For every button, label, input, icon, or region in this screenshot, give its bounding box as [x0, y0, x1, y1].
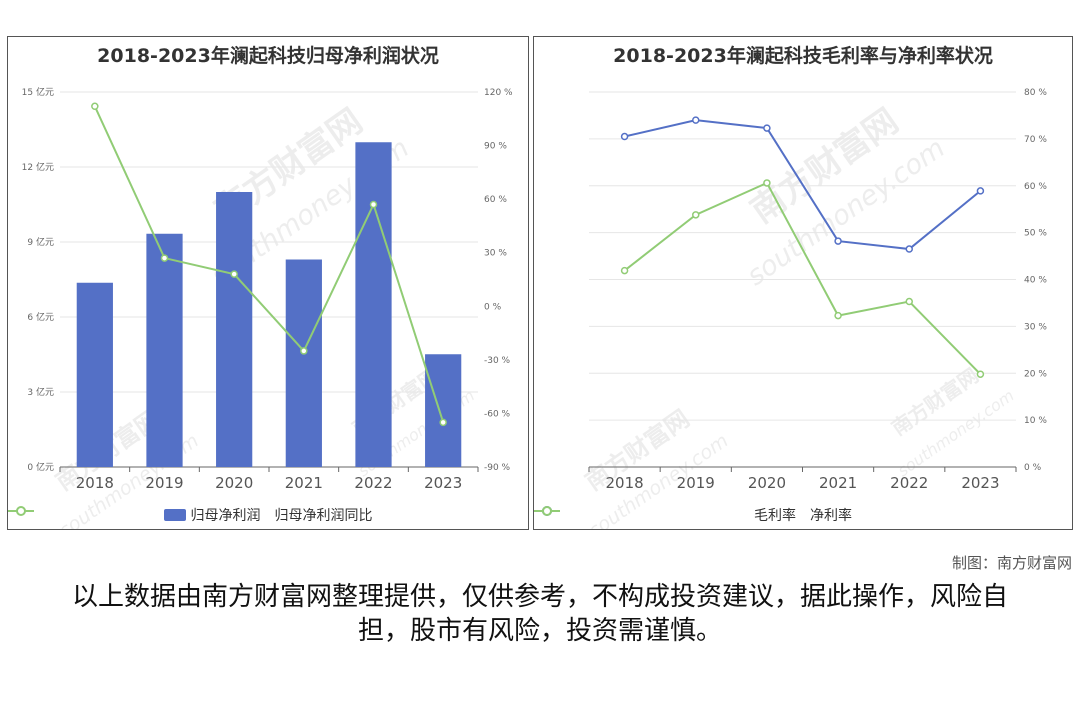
right-y-tick-label: 70 % — [1024, 135, 1047, 145]
chart-credit: 制图：南方财富网 — [951, 554, 1072, 572]
legend-item-net-profit[interactable]: 归母净利润 — [163, 505, 261, 525]
x-tick-label: 2021 — [285, 474, 323, 492]
right-y-tick-label: 30 % — [484, 249, 507, 259]
right-chart-panel: 南方财富网 southmoney.com 南方财富网 southmoney.com 南方… — [533, 36, 1073, 530]
point-gross-margin — [692, 116, 700, 124]
line-net-margin — [623, 181, 982, 375]
left-y-tick-label: 0 亿元 — [27, 461, 54, 473]
bar-net-profit — [285, 259, 322, 467]
legend-label-net-profit: 归母净利润 — [190, 508, 261, 524]
x-tick-label: 2018 — [605, 474, 643, 492]
point-net-profit-yoy — [439, 418, 447, 427]
bar-net-profit — [76, 282, 113, 467]
right-y-tick-label: 0 % — [484, 302, 502, 312]
right-y-tick-label: 60 % — [1024, 182, 1047, 192]
x-tick-label: 2023 — [961, 474, 999, 492]
legend-label-gross-margin: 毛利率 — [754, 508, 796, 524]
left-chart-panel: 南方财富网southmoney.com南方财富网southmoney.com南方… — [7, 36, 529, 530]
watermark: 南方财富网southmoney.com南方财富网southmoney.com南方… — [51, 101, 478, 529]
right-y-tick-label: 30 % — [1024, 322, 1047, 332]
right-y-tick-label: 20 % — [1024, 369, 1047, 379]
line-net-profit-yoy — [93, 105, 445, 423]
point-gross-margin — [620, 132, 629, 141]
legend-item-net-profit-yoy[interactable]: 归母净利润同比 — [8, 505, 373, 525]
x-tick-label: 2022 — [354, 474, 392, 492]
x-tick-label: 2023 — [424, 474, 462, 492]
x-tick-label: 2022 — [890, 474, 928, 492]
point-net-profit-yoy — [160, 254, 169, 262]
bar-net-profit — [355, 142, 392, 467]
point-net-margin — [692, 211, 700, 219]
legend-swatch-net-margin — [534, 506, 560, 516]
x-tick-label: 2018 — [76, 474, 114, 492]
x-tick-label: 2019 — [145, 474, 183, 492]
left-y-tick-label: 3 亿元 — [27, 386, 54, 398]
left-chart-title: 2018-2023年澜起科技归母净利润状况 — [97, 45, 439, 67]
point-gross-margin — [763, 124, 771, 132]
x-tick-label: 2021 — [819, 474, 857, 492]
right-chart-title: 2018-2023年澜起科技毛利率与净利率状况 — [613, 45, 993, 67]
point-net-profit-yoy — [369, 200, 378, 209]
right-y-tick-label: -30 % — [484, 356, 511, 366]
legend-swatch-net-profit-yoy — [8, 506, 34, 516]
right-y-tick-label: 120 % — [484, 88, 513, 98]
line-gross-margin — [624, 119, 982, 251]
legend-label-net-margin: 净利率 — [810, 508, 852, 524]
x-tick-label: 2020 — [215, 474, 253, 492]
right-y-tick-label: 0 % — [1024, 463, 1042, 473]
left-chart-legend: 归母净利润 归母净利润同比 — [8, 505, 528, 525]
point-net-margin — [905, 297, 913, 306]
legend-swatch-net-profit — [163, 509, 186, 521]
left-y-tick-label: 12 亿元 — [22, 161, 54, 173]
right-y-tick-label: 80 % — [1024, 88, 1047, 98]
right-y-tick-label: 90 % — [484, 142, 507, 152]
disclaimer-text: 以上数据由南方财富网整理提供，仅供参考，不构成投资建议，据此操作，风险自担，股市… — [71, 582, 1008, 646]
point-net-margin — [976, 370, 985, 378]
right-chart-svg: 南方财富网southmoney.com南方财富网southmoney.com南方… — [580, 88, 1047, 529]
left-y-tick-label: 15 亿元 — [22, 86, 54, 98]
left-chart-svg: 南方财富网southmoney.com南方财富网southmoney.com南方… — [22, 86, 513, 529]
watermark: 南方财富网southmoney.com南方财富网southmoney.com南方… — [580, 101, 1017, 529]
point-gross-margin — [834, 237, 842, 245]
point-gross-margin — [976, 187, 985, 195]
x-tick-label: 2019 — [677, 474, 715, 492]
right-y-tick-label: 10 % — [1024, 416, 1047, 426]
point-net-margin — [763, 179, 771, 187]
bar-net-profit — [216, 192, 253, 467]
right-y-tick-label: -60 % — [484, 409, 511, 419]
right-chart-legend: 毛利率 净利率 — [534, 505, 1072, 525]
legend-item-gross-margin[interactable]: 毛利率 — [534, 505, 796, 525]
point-net-profit-yoy — [230, 270, 238, 278]
right-y-tick-label: 60 % — [484, 195, 507, 205]
point-gross-margin — [905, 245, 913, 253]
left-y-tick-label: 6 亿元 — [27, 311, 54, 323]
x-tick-label: 2020 — [748, 474, 786, 492]
legend-label-net-profit-yoy: 归母净利润同比 — [274, 508, 373, 524]
point-net-profit-yoy — [300, 347, 308, 355]
right-y-tick-label: 50 % — [1024, 229, 1047, 239]
right-y-tick-label: -90 % — [484, 463, 511, 473]
legend-item-net-margin[interactable]: 净利率 — [534, 505, 852, 525]
bar-net-profit — [146, 233, 183, 467]
right-y-tick-label: 40 % — [1024, 276, 1047, 286]
point-net-profit-yoy — [91, 102, 99, 111]
left-y-tick-label: 9 亿元 — [27, 236, 54, 248]
point-net-margin — [620, 266, 629, 275]
point-net-margin — [834, 311, 842, 320]
bar-net-profit — [425, 354, 462, 467]
